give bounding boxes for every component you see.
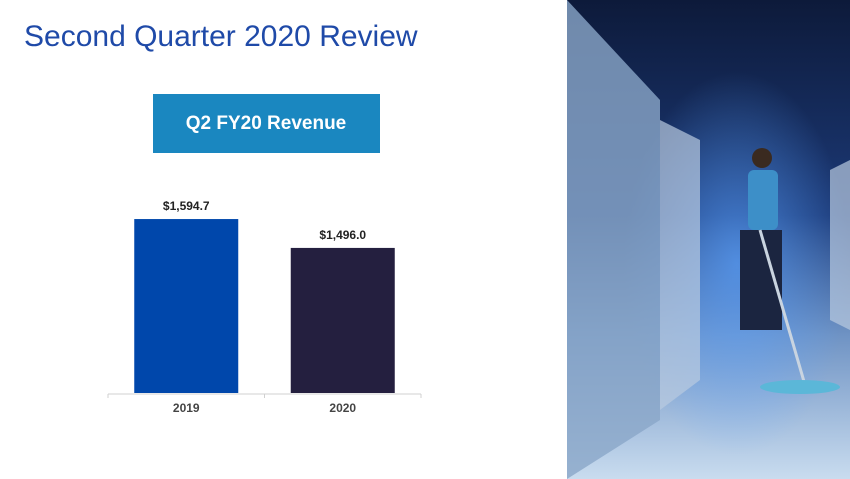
value-label: $1,496.0 bbox=[319, 228, 366, 242]
value-label: $1,594.7 bbox=[163, 199, 210, 213]
subtitle-box bbox=[153, 94, 380, 153]
server-rack bbox=[660, 120, 700, 410]
slide-title: Second Quarter 2020 Review bbox=[24, 20, 418, 53]
x-tick-label: 2020 bbox=[329, 401, 356, 415]
photo bbox=[567, 0, 850, 479]
x-tick-label: 2019 bbox=[173, 401, 200, 415]
person-head bbox=[752, 148, 772, 168]
chart-subtitle: Q2 FY20 Revenue bbox=[186, 113, 347, 134]
mop-head bbox=[760, 380, 840, 394]
person-body bbox=[748, 170, 778, 230]
mop-handle bbox=[758, 229, 807, 386]
bar bbox=[134, 219, 239, 393]
server-rack-right bbox=[830, 160, 850, 330]
server-rack-left bbox=[567, 0, 660, 479]
bar bbox=[290, 247, 395, 393]
